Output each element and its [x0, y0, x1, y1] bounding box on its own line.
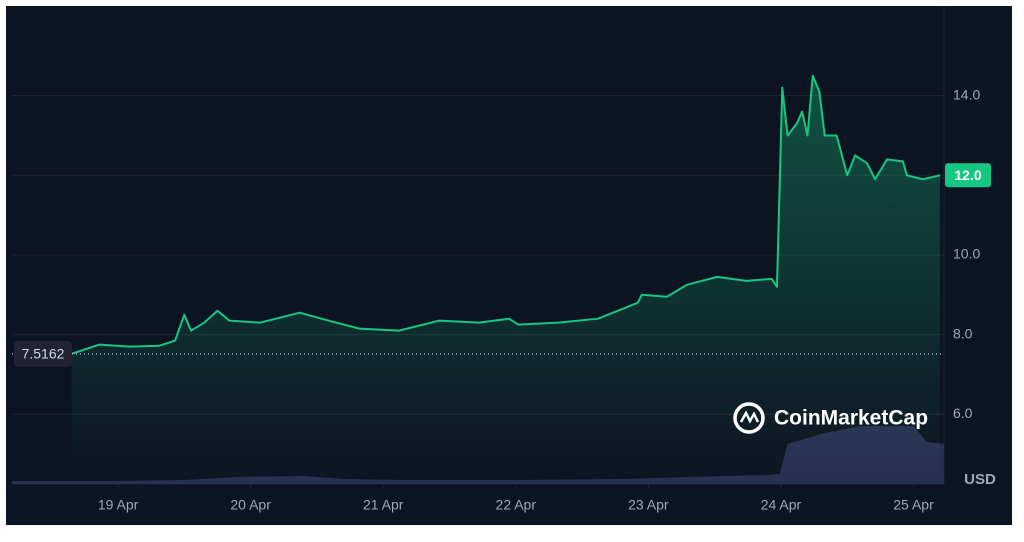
- logo-mark: [739, 410, 760, 424]
- open-price-box: [14, 340, 72, 367]
- x-tick-label: 21 Apr: [363, 497, 404, 513]
- price-line: [71, 74, 941, 355]
- x-tick-label: 25 Apr: [893, 497, 934, 513]
- x-tick-label: 20 Apr: [230, 497, 271, 513]
- current-price-label: 12.0: [954, 167, 981, 183]
- price-area: [71, 75, 941, 484]
- open-price-label: 7.5162: [22, 346, 65, 362]
- y-tick-label: 6.0: [953, 405, 973, 421]
- y-tick-label: 10.0: [953, 246, 980, 262]
- watermark: CoinMarketCap: [733, 402, 928, 434]
- logo: [733, 402, 765, 434]
- current-price-box: [945, 163, 991, 188]
- brand: CoinMarketCap: [774, 407, 928, 430]
- y-tick-label: 14.0: [953, 86, 980, 102]
- y-tick-label: 8.0: [953, 325, 973, 341]
- x-tick-label: 23 Apr: [628, 497, 669, 513]
- x-tick-label: 22 Apr: [496, 497, 537, 513]
- x-tick-label: 24 Apr: [761, 497, 802, 513]
- x-tick-label: 19 Apr: [98, 497, 139, 513]
- unit-label: USD: [964, 471, 996, 488]
